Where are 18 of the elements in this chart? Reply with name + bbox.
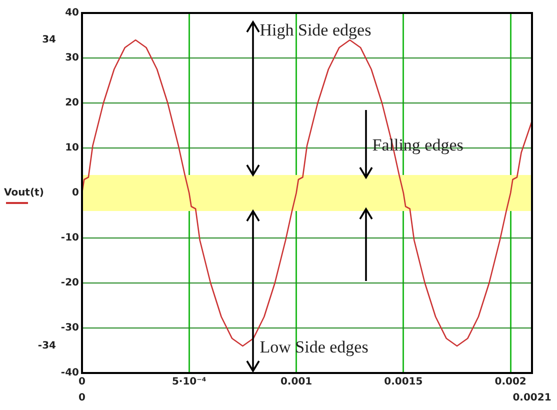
text: 34	[42, 34, 56, 46]
y-tick-label: -30	[60, 322, 80, 334]
x-tick-label: 0.0015	[384, 376, 423, 388]
y-tick-label: 20	[65, 98, 80, 109]
x-tick-label: 0.001	[280, 376, 312, 388]
text: -34	[38, 340, 56, 352]
annotation: High Side edges	[260, 20, 372, 40]
y-tick-label: 10	[65, 142, 80, 154]
text: 0.0021	[512, 392, 552, 404]
y-tick-label: 30	[65, 52, 80, 64]
x-tick-label: 5·10⁻⁴	[172, 376, 206, 388]
y-tick-label: 0	[72, 188, 80, 199]
y-tick-label: -20	[60, 278, 80, 289]
x-tick-label: 0.002	[494, 376, 526, 388]
y-tick-label: -40	[60, 368, 80, 379]
y-axis-title: Vout(t)	[4, 188, 44, 199]
y-tick-label: -10	[60, 232, 80, 244]
y-tick-label: 40	[65, 8, 80, 19]
